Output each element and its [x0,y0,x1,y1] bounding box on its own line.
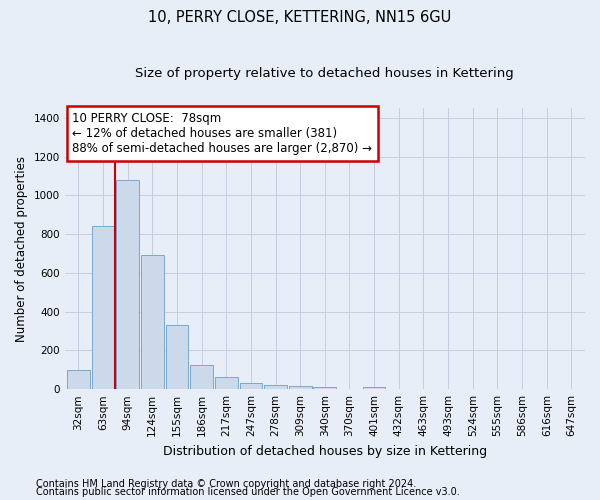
Bar [116,180,139,389]
Bar [313,387,336,389]
Bar [92,226,114,389]
Title: Size of property relative to detached houses in Kettering: Size of property relative to detached ho… [136,68,514,80]
Text: 10 PERRY CLOSE:  78sqm
← 12% of detached houses are smaller (381)
88% of semi-de: 10 PERRY CLOSE: 78sqm ← 12% of detached … [73,112,373,156]
X-axis label: Distribution of detached houses by size in Kettering: Distribution of detached houses by size … [163,444,487,458]
Bar [363,387,385,389]
Y-axis label: Number of detached properties: Number of detached properties [15,156,28,342]
Bar [141,256,164,389]
Text: 10, PERRY CLOSE, KETTERING, NN15 6GU: 10, PERRY CLOSE, KETTERING, NN15 6GU [148,10,452,25]
Text: Contains public sector information licensed under the Open Government Licence v3: Contains public sector information licen… [36,487,460,497]
Bar [190,365,213,389]
Bar [67,370,89,389]
Bar [166,325,188,389]
Bar [264,386,287,389]
Bar [215,377,238,389]
Text: Contains HM Land Registry data © Crown copyright and database right 2024.: Contains HM Land Registry data © Crown c… [36,479,416,489]
Bar [289,386,311,389]
Bar [239,384,262,389]
